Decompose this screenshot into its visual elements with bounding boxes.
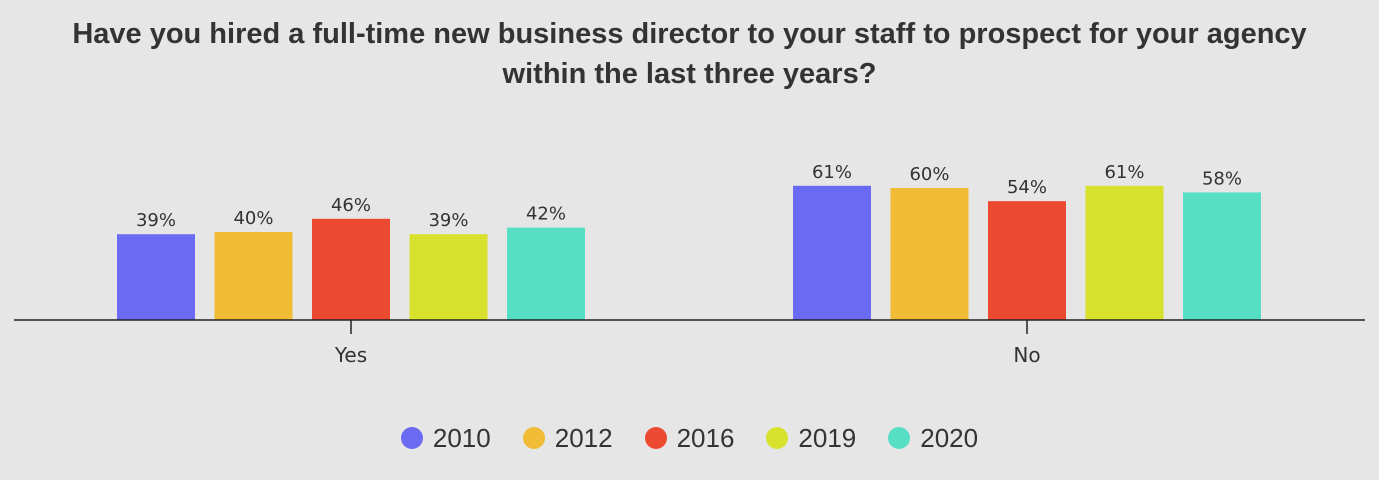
bars-layer [117, 185, 1261, 320]
legend-item-2020[interactable]: 2020 [888, 423, 978, 454]
legend-swatch-2019 [766, 427, 789, 449]
bar-chart: 39% 40% 46% 39% 42% 61% 60% 54% 61% 58% Yes No [14, 162, 1365, 367]
bar-no-2016[interactable] [988, 201, 1066, 320]
legend-item-2010[interactable]: 2010 [400, 422, 491, 454]
bar-no-2012[interactable] [890, 188, 969, 320]
legend: 2010 2012 2016 2019 2020 [0, 418, 1379, 458]
data-label-no-2019: 61% [1104, 162, 1144, 183]
bar-no-2019[interactable] [1085, 185, 1164, 320]
legend-label-2012: 2012 [554, 422, 613, 453]
legend-label-2019: 2019 [798, 422, 857, 453]
legend-swatch-2010 [400, 427, 423, 449]
data-label-no-2012: 60% [909, 164, 949, 185]
data-label-yes-2016: 46% [331, 195, 371, 216]
bar-yes-2010[interactable] [117, 234, 195, 320]
data-labels-layer: 39% 40% 46% 39% 42% 61% 60% 54% 61% 58% [136, 162, 1242, 231]
x-tick-label-yes: Yes [334, 343, 367, 367]
bar-no-2020[interactable] [1183, 192, 1261, 320]
legend-swatch-2020 [888, 427, 911, 449]
legend-swatch-2012 [522, 427, 545, 449]
legend-label-2010: 2010 [432, 422, 491, 453]
data-label-yes-2012: 40% [233, 208, 273, 229]
data-label-no-2020: 58% [1202, 168, 1242, 189]
data-label-no-2016: 54% [1007, 177, 1047, 198]
bar-no-2010[interactable] [793, 185, 871, 320]
data-label-no-2010: 61% [812, 162, 852, 183]
bar-yes-2019[interactable] [409, 234, 488, 320]
data-label-yes-2010: 39% [136, 210, 176, 231]
legend-item-2016[interactable]: 2016 [644, 422, 735, 454]
legend-item-2019[interactable]: 2019 [766, 423, 856, 454]
x-axis-ticks: Yes No [334, 320, 1041, 367]
x-tick-label-no: No [1013, 343, 1040, 367]
data-label-yes-2020: 42% [526, 204, 566, 225]
legend-label-2020: 2020 [920, 422, 979, 453]
legend-label-2016: 2016 [676, 422, 735, 453]
chart-title: Have you hired a full-time new business … [72, 18, 1307, 90]
bar-yes-2012[interactable] [214, 232, 293, 320]
bar-yes-2020[interactable] [507, 227, 585, 320]
data-label-yes-2019: 39% [428, 210, 468, 231]
bar-yes-2016[interactable] [312, 218, 390, 320]
legend-item-2012[interactable]: 2012 [522, 422, 613, 454]
legend-swatch-2016 [644, 427, 667, 449]
